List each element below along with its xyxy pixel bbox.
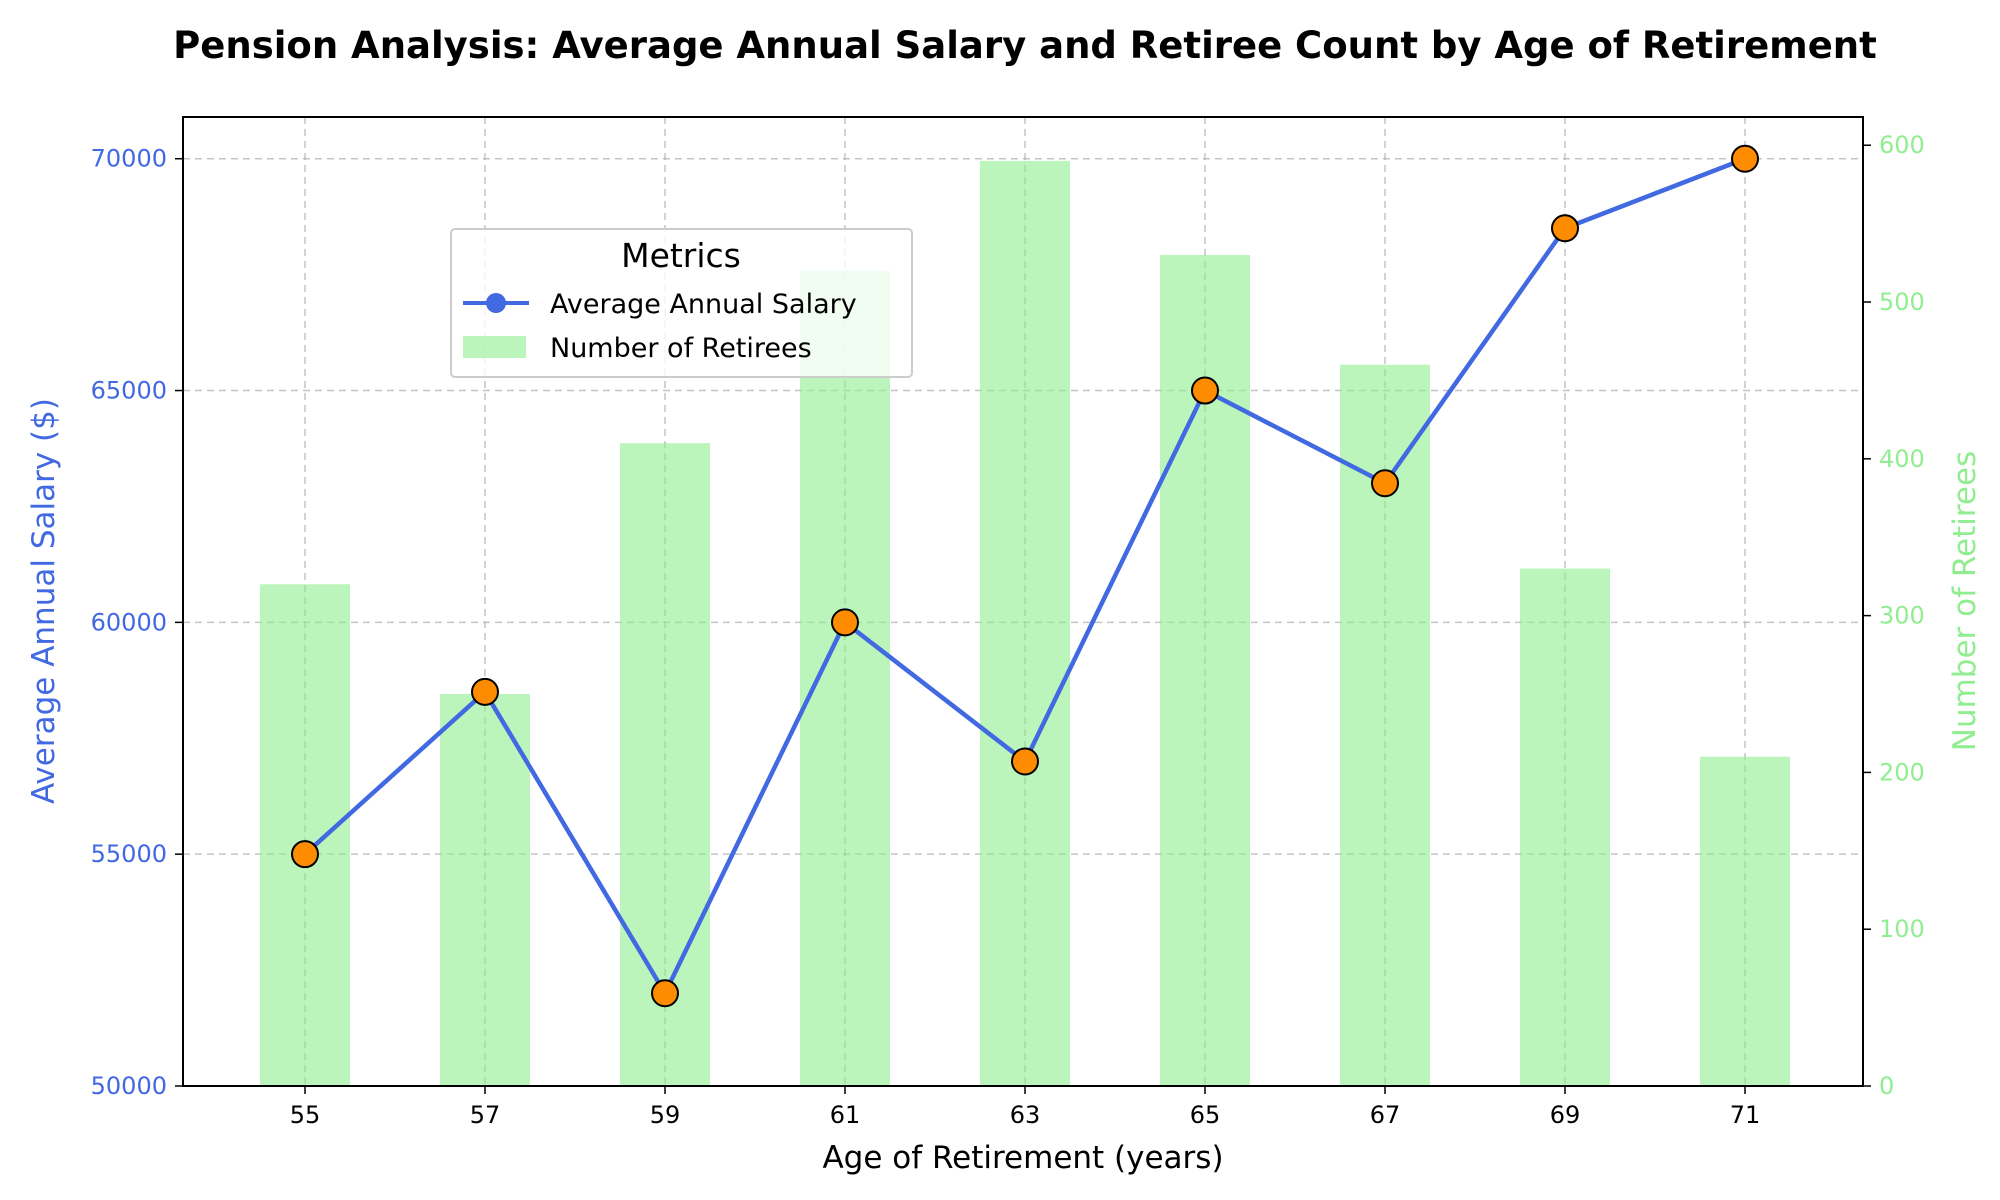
plot-frame — [182, 116, 1864, 1087]
salary-point — [1011, 747, 1039, 776]
bars — [260, 160, 1790, 1087]
retirees-bar — [980, 160, 1070, 1087]
x-tick-label: 63 — [1010, 1101, 1041, 1129]
right-tick-label: 200 — [1879, 758, 1925, 786]
chart-title: Pension Analysis: Average Annual Salary … — [173, 24, 1877, 67]
salary-point — [1731, 144, 1759, 173]
right-tick-label: 100 — [1879, 915, 1925, 943]
retirees-bar — [1520, 568, 1610, 1086]
left-axis-ticks: 50000 55000 60000 65000 70000 — [91, 145, 183, 1100]
salary-point — [831, 608, 859, 637]
legend-line-marker — [486, 293, 506, 313]
left-tick-label: 65000 — [91, 377, 167, 405]
x-tick-label: 69 — [1550, 1101, 1581, 1129]
retirees-bar — [620, 443, 710, 1086]
left-tick-label: 70000 — [91, 145, 167, 173]
x-axis-ticks: 55 57 59 61 63 65 67 69 71 — [290, 1086, 1761, 1129]
retirees-bar — [440, 694, 530, 1086]
legend-label-salary: Average Annual Salary — [550, 289, 857, 320]
y-axis-label-right: Number of Retirees — [1947, 451, 1983, 751]
right-tick-label: 600 — [1879, 131, 1925, 159]
right-tick-label: 400 — [1879, 445, 1925, 473]
legend-label-retirees: Number of Retirees — [550, 333, 812, 364]
x-tick-label: 65 — [1190, 1101, 1221, 1129]
legend-box — [450, 228, 913, 378]
salary-point — [1551, 214, 1579, 243]
retirees-bar — [800, 270, 890, 1087]
x-tick-label: 67 — [1370, 1101, 1401, 1129]
x-tick-label: 57 — [470, 1101, 501, 1129]
right-tick-label: 500 — [1879, 288, 1925, 316]
right-axis-ticks: 0 100 200 300 400 500 600 — [1863, 131, 1925, 1100]
x-tick-label: 59 — [650, 1101, 681, 1129]
x-axis-label: Age of Retirement (years) — [822, 1140, 1223, 1176]
salary-point — [1371, 469, 1399, 498]
right-tick-label: 0 — [1879, 1072, 1894, 1100]
salary-markers — [291, 144, 1759, 1008]
right-tick-label: 300 — [1879, 602, 1925, 630]
salary-point — [471, 677, 499, 706]
legend-bar-swatch — [463, 336, 526, 358]
salary-point — [651, 979, 679, 1008]
salary-point — [1191, 376, 1219, 405]
x-tick-label: 55 — [290, 1101, 321, 1129]
retirees-bar — [1700, 756, 1790, 1086]
legend: Metrics Average Annual Salary Number of … — [450, 228, 913, 378]
left-tick-label: 50000 — [91, 1072, 167, 1100]
left-tick-label: 60000 — [91, 608, 167, 636]
legend-title: Metrics — [621, 236, 741, 275]
salary-point — [291, 840, 319, 869]
y-axis-label-left: Average Annual Salary ($) — [26, 398, 62, 804]
x-tick-label: 61 — [830, 1101, 861, 1129]
left-tick-label: 55000 — [91, 840, 167, 868]
retirees-bar — [260, 584, 350, 1086]
x-tick-label: 71 — [1730, 1101, 1761, 1129]
